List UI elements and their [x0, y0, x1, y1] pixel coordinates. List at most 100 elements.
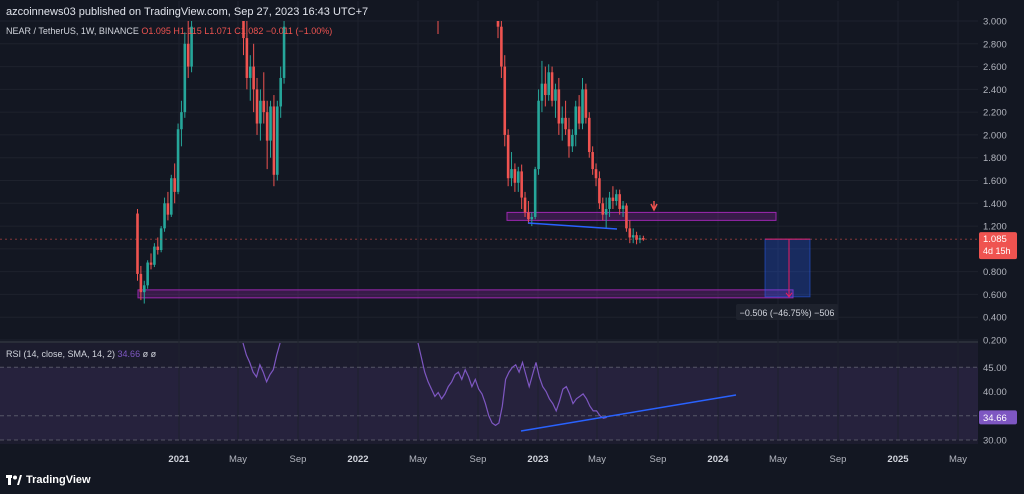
y-tick-label: 2.400 — [983, 85, 1007, 96]
arrow-down-icon — [650, 201, 658, 212]
candle — [557, 77, 561, 135]
price-trendline — [527, 222, 618, 230]
candle — [146, 260, 149, 289]
candle — [577, 95, 581, 130]
candle-body — [574, 106, 578, 135]
x-tick-label: May — [588, 454, 606, 465]
x-tick-label: May — [769, 454, 787, 465]
candle — [272, 95, 276, 187]
candle-body — [625, 205, 628, 229]
candle-body — [242, 21, 245, 39]
candle-body — [638, 238, 642, 240]
candle — [269, 100, 272, 158]
candle-body — [554, 89, 557, 101]
candle-body — [149, 262, 153, 265]
candle — [608, 191, 611, 217]
candle-body — [259, 100, 262, 124]
candle-body — [587, 117, 591, 153]
rsi-panel — [242, 342, 737, 432]
candle — [625, 203, 628, 232]
candle-body — [591, 152, 594, 170]
candle — [581, 77, 584, 130]
candle — [584, 83, 588, 124]
candle-body — [269, 106, 272, 141]
rsi-y-tick-label: 40.00 — [983, 387, 1007, 398]
candle — [149, 253, 153, 270]
x-tick-label: 2024 — [707, 454, 729, 465]
candle-body — [163, 203, 166, 229]
candle — [523, 191, 527, 217]
x-tick-label: Sep — [290, 454, 307, 465]
candle-body — [621, 205, 625, 209]
measure-arrow-icon — [785, 292, 793, 298]
y-tick-label: 2.800 — [983, 39, 1007, 50]
candle-body — [252, 66, 255, 90]
candle — [621, 201, 625, 217]
candle-body — [276, 106, 279, 175]
candle — [506, 129, 510, 187]
candle — [567, 117, 571, 158]
candle — [587, 112, 591, 158]
annotations: −0.506 (−46.75%) −506 — [0, 201, 978, 320]
measure-box — [764, 238, 811, 298]
candle-body — [537, 100, 540, 170]
y-tick-label: 0.600 — [983, 290, 1007, 301]
tradingview-logo: TradingView — [6, 474, 91, 486]
candle-body — [173, 178, 176, 192]
y-tick-label: 0.800 — [983, 267, 1007, 278]
candle — [252, 43, 255, 113]
candle — [255, 77, 259, 135]
price-tag-bg — [979, 232, 1017, 260]
candle — [594, 163, 598, 187]
grid — [0, 1, 978, 444]
y-tick-label: 1.800 — [983, 153, 1007, 164]
x-tick-label: May — [949, 454, 967, 465]
candle-body — [618, 194, 621, 209]
rsi-band — [0, 367, 978, 440]
candle — [510, 152, 513, 187]
x-tick-label: Sep — [470, 454, 487, 465]
candle — [186, 21, 190, 78]
candle — [615, 189, 618, 206]
candle — [618, 189, 621, 215]
x-tick-label: May — [229, 454, 247, 465]
rsi-y-tick-label: 45.00 — [983, 363, 1007, 374]
y-tick-label: 1.200 — [983, 222, 1007, 233]
candle-body — [540, 83, 544, 101]
candle — [604, 197, 608, 229]
y-tick-label: 3.000 — [983, 17, 1007, 28]
tradingview-icon — [6, 475, 22, 485]
y-tick-label: 2.000 — [983, 130, 1007, 141]
y-tick-label: 0.400 — [983, 313, 1007, 324]
support-zones — [137, 211, 794, 299]
candle-body — [567, 129, 571, 147]
candle — [537, 89, 540, 175]
candle — [642, 235, 645, 241]
candle — [173, 163, 176, 204]
candle — [554, 83, 557, 118]
candle-body — [142, 285, 146, 293]
candle-body — [594, 169, 598, 179]
legend-value: NEAR / TetherUS, 1W, BINANCE — [6, 26, 141, 36]
candle-body — [598, 178, 601, 204]
candle — [276, 100, 279, 181]
rsi-legend: RSI (14, close, SMA, 14, 2) 34.66 ø ø — [6, 349, 157, 359]
candle-body — [262, 100, 266, 113]
candle — [516, 166, 520, 192]
candle-body — [248, 66, 252, 78]
x-tick-label: 2023 — [527, 454, 548, 465]
candle — [142, 280, 146, 304]
candle — [279, 66, 282, 118]
candle — [533, 166, 537, 220]
candle-body — [279, 77, 282, 107]
candle-body — [156, 246, 160, 250]
candle-body — [183, 43, 187, 113]
x-tick-label: 2025 — [887, 454, 909, 465]
candle — [163, 197, 166, 232]
candle — [540, 60, 544, 113]
candle-body — [180, 112, 183, 130]
candle — [547, 64, 550, 101]
rsi-y-tick-label: 30.00 — [983, 436, 1007, 447]
rsi-tag-value: 34.66 — [983, 413, 1007, 424]
